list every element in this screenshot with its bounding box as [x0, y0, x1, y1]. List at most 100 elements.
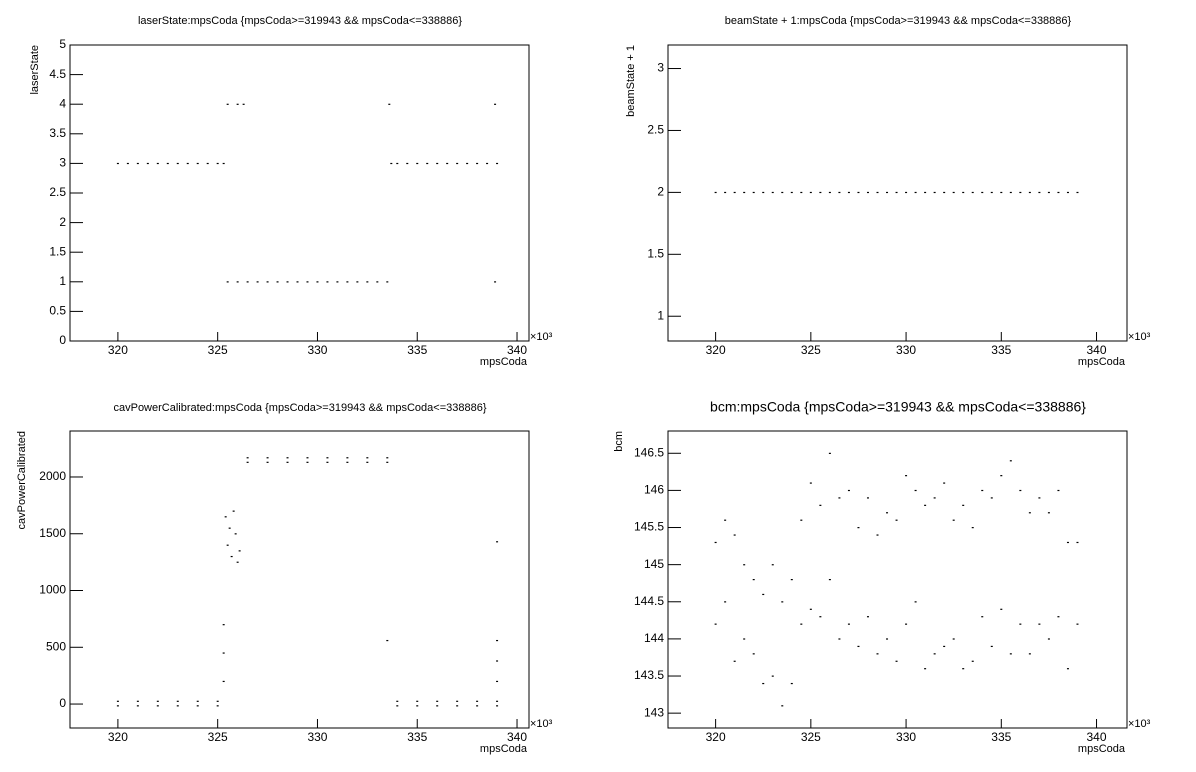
point [336, 281, 339, 283]
point [952, 191, 955, 194]
point [476, 705, 479, 707]
point [933, 191, 936, 194]
point [306, 281, 309, 283]
point [236, 561, 239, 563]
point [895, 519, 898, 521]
point [446, 162, 449, 165]
point [933, 497, 936, 499]
point [876, 653, 879, 655]
point [943, 191, 946, 194]
point [819, 616, 822, 618]
point [866, 497, 869, 499]
point [714, 191, 717, 194]
y-tick-label: 4.5 [49, 67, 66, 81]
point [914, 489, 917, 492]
point [1000, 475, 1003, 477]
point [838, 191, 841, 194]
y-tick-label: 2.5 [647, 123, 664, 137]
point [238, 550, 241, 552]
y-tick-label: 144 [644, 631, 664, 645]
point [232, 510, 235, 512]
point [1000, 608, 1003, 610]
point [396, 705, 399, 707]
point [234, 533, 237, 535]
point [733, 660, 736, 662]
point [390, 162, 393, 165]
point [819, 191, 822, 194]
x-tick-label: 330 [307, 730, 327, 744]
point [819, 504, 822, 506]
point [924, 504, 927, 506]
x-tick-label: 325 [801, 730, 821, 744]
point [236, 103, 239, 105]
point [1038, 497, 1041, 499]
point [857, 191, 860, 194]
y-tick-label: 4 [59, 96, 66, 110]
point [356, 281, 359, 283]
point [230, 555, 233, 558]
x-exponent-label: ×10³ [1128, 331, 1151, 343]
point [216, 700, 219, 702]
point [1028, 653, 1031, 655]
chart-title: bcm:mpsCoda {mpsCoda>=319943 && mpsCoda<… [710, 399, 1086, 415]
point [496, 705, 499, 707]
point [296, 281, 299, 283]
point [494, 281, 497, 283]
point [809, 608, 812, 610]
x-tick-label: 335 [407, 343, 427, 357]
point [771, 675, 774, 677]
y-axis-label: bcm [613, 431, 625, 452]
point [981, 616, 984, 618]
point [1009, 460, 1012, 462]
chart-title: beamState + 1:mpsCoda {mpsCoda>=319943 &… [725, 15, 1072, 27]
point [943, 645, 946, 648]
point [1019, 191, 1022, 194]
point [226, 103, 229, 105]
point [1047, 191, 1050, 194]
point [762, 593, 765, 596]
point [1076, 541, 1079, 544]
point [206, 162, 209, 165]
point [752, 191, 755, 194]
point [990, 645, 993, 648]
point [1038, 623, 1041, 625]
point [724, 191, 727, 194]
point [116, 162, 119, 165]
point [1047, 512, 1050, 514]
point [494, 103, 497, 105]
point [762, 191, 765, 194]
point [416, 162, 419, 165]
y-tick-label: 500 [46, 639, 66, 653]
y-tick-label: 1.5 [647, 246, 664, 260]
point [800, 519, 803, 521]
point [196, 705, 199, 707]
point [981, 489, 984, 492]
point [416, 705, 419, 707]
point [386, 639, 389, 642]
point [196, 162, 199, 165]
point [476, 700, 479, 702]
x-tick-label: 320 [108, 343, 128, 357]
point [924, 668, 927, 670]
y-tick-label: 5 [59, 37, 66, 51]
point [866, 191, 869, 194]
point [914, 191, 917, 194]
y-axis-label: cavPowerCalibrated [16, 431, 28, 529]
point [895, 660, 898, 662]
point [1057, 616, 1060, 618]
plot-frame [667, 430, 1128, 729]
y-tick-label: 0.5 [49, 304, 66, 318]
point [306, 457, 309, 459]
point [126, 162, 129, 165]
point [952, 519, 955, 521]
point [476, 162, 479, 165]
x-tick-label: 320 [706, 343, 726, 357]
point [790, 191, 793, 194]
point [222, 162, 225, 165]
point [743, 638, 746, 640]
point [416, 700, 419, 702]
point [990, 497, 993, 499]
point [386, 461, 389, 463]
point [962, 191, 965, 194]
point [752, 579, 755, 581]
